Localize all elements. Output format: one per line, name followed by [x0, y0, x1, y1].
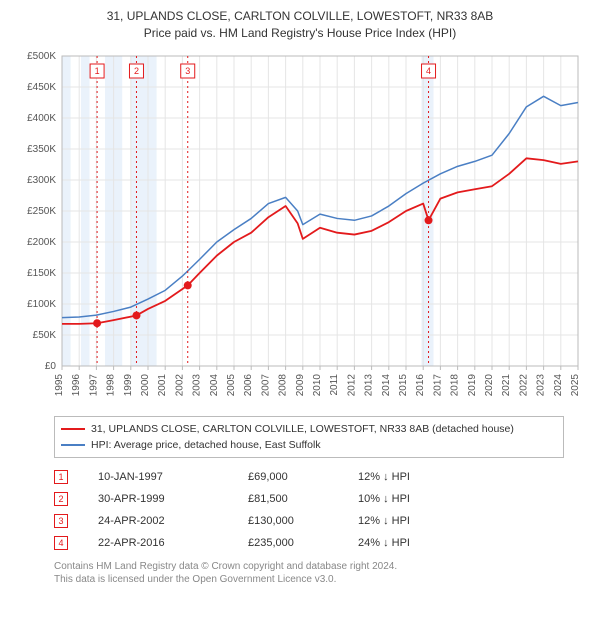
svg-text:1995: 1995	[54, 373, 65, 396]
svg-text:1998: 1998	[106, 373, 117, 396]
transaction-date: 10-JAN-1997	[98, 471, 248, 483]
svg-text:2005: 2005	[226, 373, 237, 396]
svg-text:£300K: £300K	[27, 175, 56, 186]
transaction-row: 1 10-JAN-1997£69,00012% ↓ HPI	[54, 466, 564, 488]
svg-text:£400K: £400K	[27, 113, 56, 124]
legend-swatch	[61, 428, 85, 430]
transaction-date: 24-APR-2002	[98, 515, 248, 527]
title-subtitle: Price paid vs. HM Land Registry's House …	[10, 25, 590, 42]
svg-text:2011: 2011	[329, 373, 340, 395]
footer-line: This data is licensed under the Open Gov…	[54, 573, 564, 586]
transaction-marker: 1	[54, 470, 68, 484]
svg-text:1996: 1996	[71, 373, 82, 396]
svg-text:2014: 2014	[381, 373, 392, 396]
transaction-diff: 12% ↓ HPI	[358, 515, 478, 527]
svg-text:£50K: £50K	[33, 330, 57, 341]
svg-text:2025: 2025	[570, 373, 581, 396]
svg-text:2020: 2020	[484, 373, 495, 396]
transaction-date: 22-APR-2016	[98, 537, 248, 549]
svg-text:2016: 2016	[415, 373, 426, 396]
title-address: 31, UPLANDS CLOSE, CARLTON COLVILLE, LOW…	[10, 8, 590, 25]
svg-text:2023: 2023	[536, 373, 547, 396]
svg-text:1997: 1997	[88, 373, 99, 396]
svg-text:2001: 2001	[157, 373, 168, 396]
svg-text:3: 3	[185, 66, 190, 76]
legend-row: 31, UPLANDS CLOSE, CARLTON COLVILLE, LOW…	[61, 421, 557, 437]
svg-text:2007: 2007	[260, 373, 271, 396]
svg-text:1: 1	[95, 66, 100, 76]
transaction-date: 30-APR-1999	[98, 493, 248, 505]
transaction-price: £81,500	[248, 493, 358, 505]
title-block: 31, UPLANDS CLOSE, CARLTON COLVILLE, LOW…	[10, 8, 590, 42]
transaction-marker: 4	[54, 536, 68, 550]
svg-text:2019: 2019	[467, 373, 478, 396]
svg-text:2009: 2009	[295, 373, 306, 396]
legend-swatch	[61, 444, 85, 446]
legend-label: 31, UPLANDS CLOSE, CARLTON COLVILLE, LOW…	[91, 423, 514, 435]
legend: 31, UPLANDS CLOSE, CARLTON COLVILLE, LOW…	[54, 416, 564, 458]
transaction-row: 2 30-APR-1999£81,50010% ↓ HPI	[54, 488, 564, 510]
footer-line: Contains HM Land Registry data © Crown c…	[54, 560, 564, 573]
footer: Contains HM Land Registry data © Crown c…	[54, 560, 564, 586]
legend-label: HPI: Average price, detached house, East…	[91, 439, 321, 451]
svg-text:2021: 2021	[501, 373, 512, 396]
svg-text:£500K: £500K	[27, 51, 56, 62]
svg-text:£100K: £100K	[27, 299, 56, 310]
transaction-price: £130,000	[248, 515, 358, 527]
svg-text:£150K: £150K	[27, 268, 56, 279]
svg-text:2003: 2003	[192, 373, 203, 396]
legend-row: HPI: Average price, detached house, East…	[61, 437, 557, 453]
svg-text:2013: 2013	[364, 373, 375, 396]
svg-text:2000: 2000	[140, 373, 151, 396]
transaction-diff: 24% ↓ HPI	[358, 537, 478, 549]
figure-container: 31, UPLANDS CLOSE, CARLTON COLVILLE, LOW…	[0, 0, 600, 596]
chart: £0 £50K £100K £150K £200K £250K £300K £350K £400…	[10, 48, 590, 408]
svg-text:2024: 2024	[553, 373, 564, 396]
svg-text:2017: 2017	[432, 373, 443, 396]
svg-text:2010: 2010	[312, 373, 323, 396]
svg-text:2002: 2002	[174, 373, 185, 396]
transaction-diff: 12% ↓ HPI	[358, 471, 478, 483]
transaction-marker: 3	[54, 514, 68, 528]
svg-text:2022: 2022	[518, 373, 529, 396]
svg-text:£0: £0	[45, 361, 57, 372]
svg-text:2004: 2004	[209, 373, 220, 396]
svg-text:£200K: £200K	[27, 237, 56, 248]
svg-text:2006: 2006	[243, 373, 254, 396]
transaction-row: 4 22-APR-2016£235,00024% ↓ HPI	[54, 532, 564, 554]
svg-text:2008: 2008	[278, 373, 289, 396]
svg-text:2: 2	[134, 66, 139, 76]
transaction-price: £235,000	[248, 537, 358, 549]
svg-text:£250K: £250K	[27, 206, 56, 217]
chart-svg: £0 £50K £100K £150K £200K £250K £300K £350K £400…	[10, 48, 590, 408]
svg-text:4: 4	[426, 66, 431, 76]
svg-text:2012: 2012	[346, 373, 357, 396]
svg-text:2018: 2018	[450, 373, 461, 396]
svg-text:£350K: £350K	[27, 144, 56, 155]
transaction-diff: 10% ↓ HPI	[358, 493, 478, 505]
transaction-price: £69,000	[248, 471, 358, 483]
transaction-marker: 2	[54, 492, 68, 506]
transaction-row: 3 24-APR-2002£130,00012% ↓ HPI	[54, 510, 564, 532]
svg-text:£450K: £450K	[27, 82, 56, 93]
svg-text:2015: 2015	[398, 373, 409, 396]
transactions-table: 110-JAN-1997£69,00012% ↓ HPI230-APR-1999…	[54, 466, 564, 554]
svg-text:1999: 1999	[123, 373, 134, 396]
